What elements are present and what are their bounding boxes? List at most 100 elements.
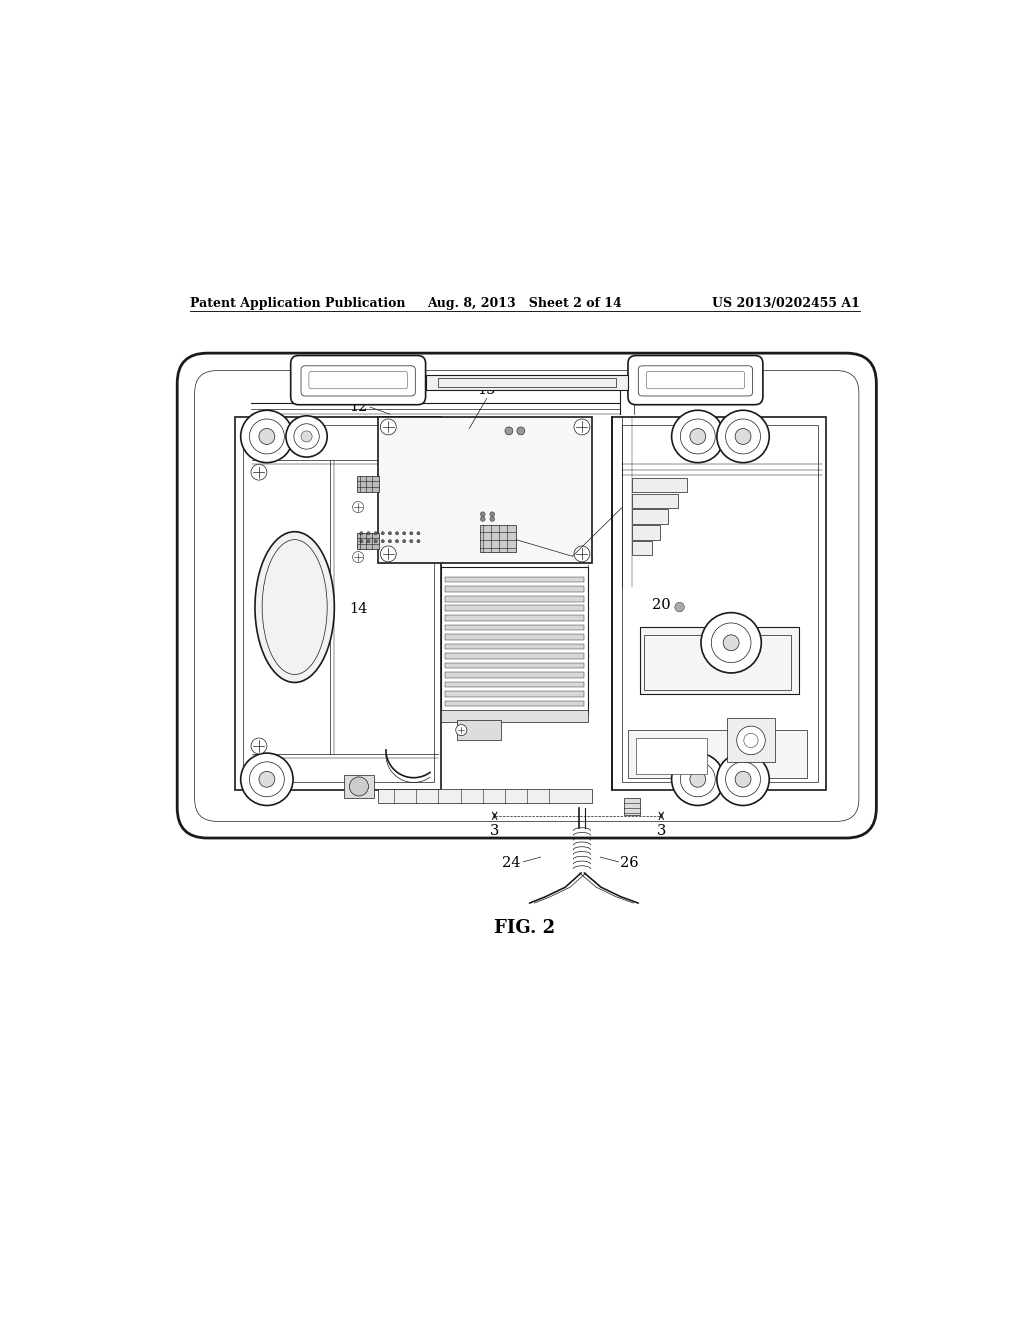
Circle shape [574, 546, 590, 562]
FancyBboxPatch shape [177, 354, 877, 838]
Circle shape [367, 540, 370, 543]
Circle shape [489, 512, 495, 516]
Bar [441, 568, 589, 714]
Bar [445, 577, 585, 582]
Circle shape [395, 540, 398, 543]
Bar [445, 672, 585, 677]
Circle shape [690, 771, 706, 787]
Bar [632, 541, 652, 556]
Bar [445, 644, 585, 649]
Bar [622, 425, 818, 781]
Text: 12: 12 [349, 400, 368, 414]
Text: FIG. 2: FIG. 2 [495, 920, 555, 937]
Circle shape [352, 502, 364, 512]
Circle shape [259, 429, 274, 445]
Bar [445, 595, 585, 602]
Circle shape [717, 754, 769, 805]
Circle shape [456, 725, 467, 735]
Circle shape [672, 411, 724, 462]
Bar [243, 425, 433, 781]
Text: US 2013/0202455 A1: US 2013/0202455 A1 [712, 297, 860, 310]
Circle shape [359, 540, 362, 543]
Bar [644, 635, 791, 690]
Circle shape [352, 552, 364, 562]
Circle shape [241, 411, 293, 462]
Ellipse shape [255, 532, 334, 682]
Text: 16: 16 [574, 552, 593, 566]
Text: 3: 3 [656, 824, 666, 838]
Bar [378, 789, 592, 803]
Bar [445, 692, 585, 697]
Bar [632, 478, 687, 492]
Bar [445, 615, 585, 620]
Bar [612, 417, 826, 789]
Text: 24: 24 [503, 857, 521, 870]
Bar [632, 525, 659, 540]
Bar [632, 494, 678, 508]
Text: 26: 26 [620, 857, 639, 870]
Bar [445, 653, 585, 659]
Circle shape [410, 540, 413, 543]
Bar [445, 663, 585, 668]
Bar [445, 606, 585, 611]
Circle shape [675, 602, 684, 612]
Circle shape [301, 430, 312, 442]
Circle shape [505, 426, 513, 434]
Circle shape [690, 429, 706, 445]
Circle shape [395, 532, 398, 535]
Circle shape [735, 429, 751, 445]
Circle shape [349, 777, 369, 796]
Circle shape [417, 540, 420, 543]
FancyBboxPatch shape [628, 355, 763, 405]
Circle shape [259, 771, 274, 787]
Circle shape [374, 532, 377, 535]
Circle shape [388, 540, 391, 543]
Circle shape [381, 532, 384, 535]
Circle shape [410, 532, 413, 535]
Bar [636, 738, 708, 774]
Circle shape [480, 512, 485, 516]
Text: 20: 20 [652, 598, 671, 611]
Bar [727, 718, 775, 762]
FancyBboxPatch shape [291, 355, 426, 405]
Text: Aug. 8, 2013   Sheet 2 of 14: Aug. 8, 2013 Sheet 2 of 14 [427, 297, 623, 310]
Text: 15: 15 [477, 383, 496, 397]
Bar [426, 375, 628, 391]
Bar [458, 719, 501, 739]
Circle shape [251, 738, 267, 754]
Circle shape [735, 771, 751, 787]
Bar [479, 524, 516, 552]
Circle shape [717, 411, 769, 462]
Bar [445, 624, 585, 630]
Bar [441, 710, 589, 722]
Circle shape [286, 416, 328, 457]
Circle shape [723, 635, 739, 651]
Bar [632, 510, 669, 524]
Circle shape [517, 426, 524, 434]
Bar [356, 533, 379, 549]
Bar [356, 477, 379, 492]
Bar [236, 417, 441, 789]
Circle shape [381, 540, 384, 543]
Circle shape [574, 418, 590, 434]
Circle shape [241, 754, 293, 805]
Bar [445, 634, 585, 640]
Circle shape [367, 532, 370, 535]
Circle shape [701, 612, 761, 673]
Circle shape [251, 465, 267, 480]
Circle shape [417, 532, 420, 535]
Text: 14: 14 [349, 602, 368, 616]
Circle shape [380, 418, 396, 434]
Circle shape [380, 546, 396, 562]
Circle shape [736, 726, 765, 755]
Bar [437, 378, 616, 387]
Bar [624, 797, 640, 814]
Circle shape [402, 532, 406, 535]
Bar [640, 627, 799, 694]
Circle shape [402, 540, 406, 543]
Bar [445, 681, 585, 688]
Bar [378, 417, 592, 564]
Circle shape [489, 516, 495, 521]
Circle shape [480, 516, 485, 521]
Circle shape [388, 532, 391, 535]
